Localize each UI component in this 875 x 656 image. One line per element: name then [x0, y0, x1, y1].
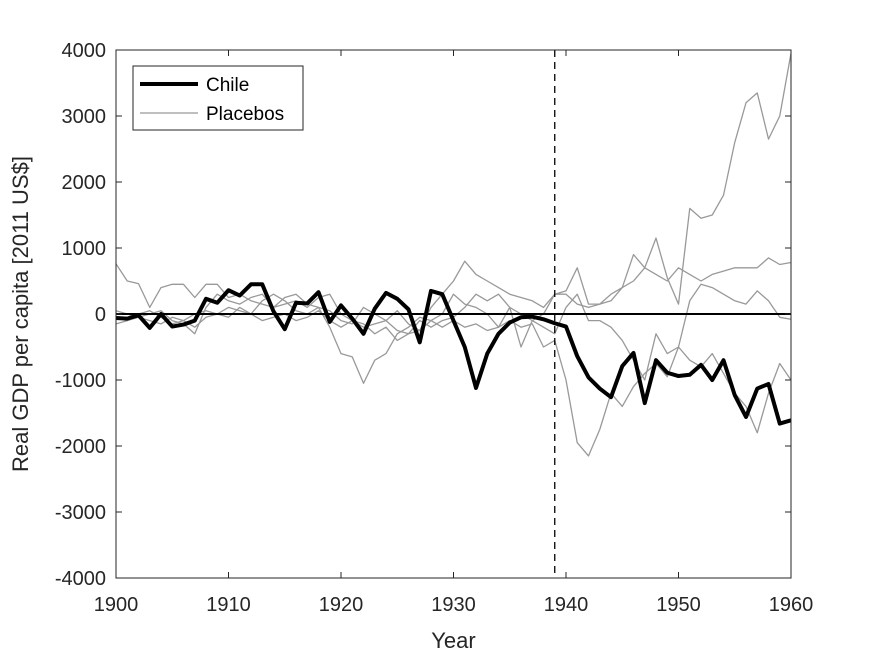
series-layer: [116, 53, 791, 457]
x-tick-label: 1950: [656, 594, 701, 616]
y-tick-label: 1000: [62, 238, 107, 260]
series-line-placebo-4: [116, 53, 791, 384]
y-tick-label: -1000: [55, 370, 106, 392]
series-line-chile: [116, 282, 791, 426]
y-tick-label: 4000: [62, 40, 107, 62]
x-tick-label: 1900: [94, 594, 139, 616]
y-tick-label: -4000: [55, 568, 106, 590]
axis-ticks: [115, 49, 792, 579]
x-tick-label: 1930: [431, 594, 476, 616]
y-tick-label: -3000: [55, 502, 106, 524]
y-tick-label: 0: [95, 304, 106, 326]
x-tick-label: 1920: [319, 594, 364, 616]
axis-tick-labels: 1900 1910 1920 1930 1940 1950 1960 -4000 -3000 -2…: [55, 40, 813, 616]
legend-box: [132, 65, 304, 131]
legend-label-chile: Chile: [206, 75, 249, 96]
y-axis-label: Real GDP per capita [2011 US$]: [8, 156, 33, 472]
y-tick-label: 3000: [62, 106, 107, 128]
legend: Chile Placebos: [132, 65, 304, 131]
x-axis-label: Year: [431, 628, 475, 653]
legend-label-placebos: Placebos: [206, 104, 284, 125]
y-tick-label: -2000: [55, 436, 106, 458]
series-line-placebo-1: [116, 257, 791, 332]
x-tick-label: 1960: [769, 594, 814, 616]
x-tick-label: 1910: [206, 594, 251, 616]
x-tick-label: 1940: [544, 594, 589, 616]
y-tick-label: 2000: [62, 172, 107, 194]
